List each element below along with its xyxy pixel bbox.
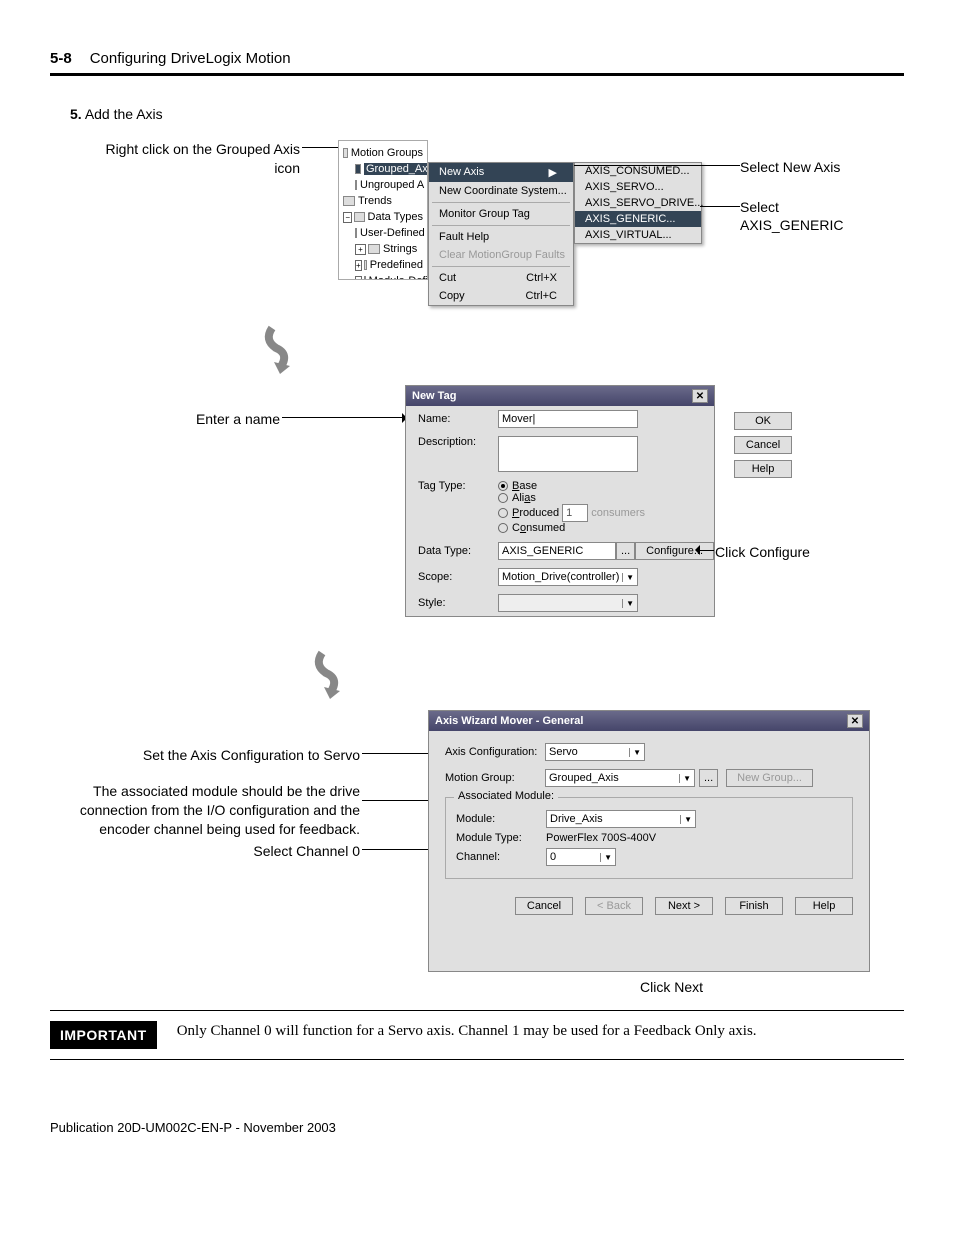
flow-arrow-icon — [260, 320, 300, 380]
close-icon[interactable]: ✕ — [847, 714, 863, 728]
note-axis-servo: Set the Axis Configuration to Servo — [50, 746, 360, 765]
axis-config-label: Axis Configuration: — [445, 746, 545, 758]
page-number: 5-8 — [50, 50, 72, 67]
new-tag-dialog: New Tag ✕ Name: Description: Tag Type: B… — [405, 385, 715, 617]
menu-new-coord[interactable]: New Coordinate System... — [429, 182, 573, 200]
cancel-button[interactable]: Cancel — [734, 436, 792, 454]
menu-fault-help[interactable]: Fault Help — [429, 228, 573, 246]
wiz-cancel-button[interactable]: Cancel — [515, 897, 573, 915]
sub-servo[interactable]: AXIS_SERVO... — [575, 179, 701, 195]
style-label: Style: — [418, 597, 498, 609]
module-select[interactable]: Drive_Axis▼ — [546, 810, 696, 828]
axis-wizard-dialog: Axis Wizard Mover - General ✕ Axis Confi… — [428, 710, 870, 972]
new-group-button: New Group... — [726, 769, 813, 787]
important-badge: IMPORTANT — [50, 1021, 157, 1049]
module-label: Module: — [456, 813, 546, 825]
motion-group-select[interactable]: Grouped_Axis▼ — [545, 769, 695, 787]
publication-footer: Publication 20D-UM002C-EN-P - November 2… — [50, 1120, 904, 1135]
scope-select[interactable]: Motion_Drive(controller)▼ — [498, 568, 638, 586]
note-right-click: Right click on the Grouped Axisicon — [50, 140, 300, 178]
channel-select[interactable]: 0▼ — [546, 848, 616, 866]
wiz-back-button: < Back — [585, 897, 643, 915]
wiz-help-button[interactable]: Help — [795, 897, 853, 915]
project-tree[interactable]: Motion Groups Grouped_Axis Ungrouped A T… — [338, 140, 428, 280]
menu-cut[interactable]: CutCtrl+X — [429, 269, 573, 287]
motion-group-label: Motion Group: — [445, 772, 545, 784]
name-label: Name: — [418, 413, 498, 425]
note-assoc-module: The associated module should be the driv… — [70, 782, 360, 839]
tagtype-label: Tag Type: — [418, 480, 498, 492]
sub-servo-drive[interactable]: AXIS_SERVO_DRIVE... — [575, 195, 701, 211]
ok-button[interactable]: OK — [734, 412, 792, 430]
help-button[interactable]: Help — [734, 460, 792, 478]
radio-base[interactable]: Base — [498, 480, 645, 492]
datatype-browse[interactable]: ... — [616, 542, 635, 560]
radio-alias[interactable]: Alias — [498, 492, 645, 504]
menu-new-axis[interactable]: New Axis▶ — [429, 163, 573, 182]
step-5: 5. Add the Axis — [70, 106, 904, 122]
wiz-next-button[interactable]: Next > — [655, 897, 713, 915]
radio-produced[interactable]: Produced consumers — [498, 504, 645, 522]
scope-label: Scope: — [418, 571, 498, 583]
assoc-module-legend: Associated Module: — [454, 790, 558, 802]
mg-browse[interactable]: ... — [699, 769, 718, 787]
note-select-ch0: Select Channel 0 — [50, 842, 360, 861]
menu-clear-faults: Clear MotionGroup Faults — [429, 246, 573, 264]
configure-button[interactable]: Configure... — [635, 542, 714, 560]
style-select: ▼ — [498, 594, 638, 612]
note-select-new-axis: Select New Axis — [740, 158, 840, 176]
module-type-value: PowerFlex 700S-400V — [546, 832, 656, 844]
desc-input[interactable] — [498, 436, 638, 472]
datatype-input[interactable] — [498, 542, 616, 560]
axis-config-select[interactable]: Servo▼ — [545, 743, 645, 761]
axis-submenu[interactable]: AXIS_CONSUMED... AXIS_SERVO... AXIS_SERV… — [574, 162, 702, 244]
flow-arrow-icon — [310, 645, 350, 705]
note-enter-name: Enter a name — [50, 410, 280, 429]
sub-generic[interactable]: AXIS_GENERIC... — [575, 211, 701, 227]
desc-label: Description: — [418, 436, 498, 448]
module-type-label: Module Type: — [456, 832, 546, 844]
menu-monitor[interactable]: Monitor Group Tag — [429, 205, 573, 223]
datatype-label: Data Type: — [418, 545, 498, 557]
menu-copy[interactable]: CopyCtrl+C — [429, 287, 573, 305]
channel-label: Channel: — [456, 851, 546, 863]
close-icon[interactable]: ✕ — [692, 389, 708, 403]
new-tag-titlebar: New Tag ✕ — [406, 386, 714, 406]
note-select-generic: SelectAXIS_GENERIC — [740, 198, 843, 234]
name-input[interactable] — [498, 410, 638, 428]
sub-virtual[interactable]: AXIS_VIRTUAL... — [575, 227, 701, 243]
page-title: Configuring DriveLogix Motion — [90, 50, 291, 67]
wiz-finish-button[interactable]: Finish — [725, 897, 783, 915]
axis-wizard-titlebar: Axis Wizard Mover - General ✕ — [429, 711, 869, 731]
note-click-next: Click Next — [640, 978, 703, 996]
important-text: Only Channel 0 will function for a Servo… — [177, 1021, 757, 1049]
note-click-configure: Click Configure — [715, 543, 810, 561]
radio-consumed[interactable]: Consumed — [498, 522, 645, 534]
context-menu[interactable]: New Axis▶ New Coordinate System... Monit… — [428, 162, 574, 306]
